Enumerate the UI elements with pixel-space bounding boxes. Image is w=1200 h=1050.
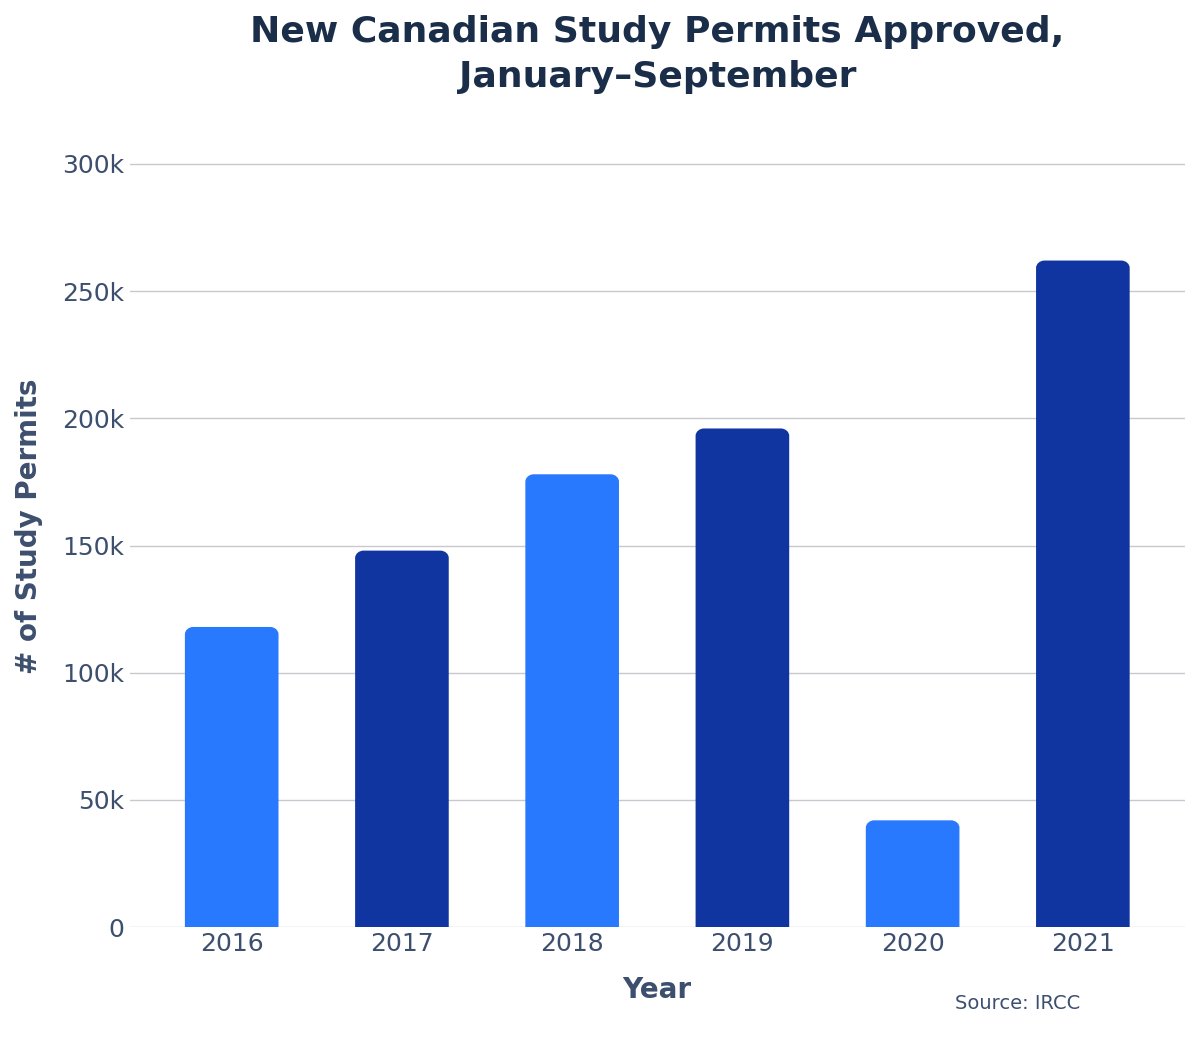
X-axis label: Year: Year bbox=[623, 975, 692, 1004]
Title: New Canadian Study Permits Approved,
January–September: New Canadian Study Permits Approved, Jan… bbox=[250, 15, 1064, 93]
PathPatch shape bbox=[526, 475, 619, 927]
PathPatch shape bbox=[696, 428, 790, 927]
PathPatch shape bbox=[355, 550, 449, 927]
PathPatch shape bbox=[1036, 260, 1129, 927]
PathPatch shape bbox=[185, 627, 278, 927]
PathPatch shape bbox=[866, 820, 960, 927]
Y-axis label: # of Study Permits: # of Study Permits bbox=[16, 379, 43, 674]
Text: Source: IRCC: Source: IRCC bbox=[955, 994, 1080, 1013]
